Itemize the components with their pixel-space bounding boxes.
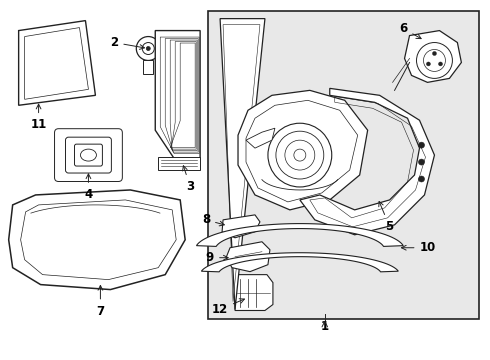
Circle shape (439, 62, 442, 66)
Text: 7: 7 (97, 285, 104, 318)
Polygon shape (196, 224, 403, 246)
Polygon shape (222, 215, 260, 238)
Circle shape (136, 37, 160, 60)
Text: 10: 10 (401, 241, 436, 254)
Text: 9: 9 (206, 251, 228, 264)
Text: 5: 5 (379, 202, 393, 233)
Circle shape (418, 176, 424, 182)
Text: 4: 4 (84, 174, 93, 201)
Text: 3: 3 (183, 166, 194, 193)
Polygon shape (405, 31, 462, 82)
Circle shape (418, 159, 424, 165)
Polygon shape (19, 21, 96, 105)
Circle shape (416, 42, 452, 78)
Polygon shape (143, 60, 153, 75)
Bar (208, 11, 479, 319)
Circle shape (268, 123, 332, 187)
Polygon shape (300, 88, 435, 235)
Text: 2: 2 (110, 36, 145, 49)
Circle shape (426, 62, 430, 66)
Polygon shape (155, 31, 200, 160)
Polygon shape (246, 128, 275, 148)
Text: 12: 12 (212, 299, 245, 316)
Circle shape (433, 51, 437, 55)
Circle shape (418, 142, 424, 148)
Polygon shape (220, 19, 265, 310)
Text: 11: 11 (30, 104, 47, 131)
Text: 8: 8 (202, 213, 224, 226)
Polygon shape (235, 275, 273, 310)
Polygon shape (201, 253, 398, 272)
Polygon shape (9, 190, 185, 289)
Text: 1: 1 (321, 320, 329, 333)
Text: 6: 6 (399, 22, 421, 39)
Polygon shape (226, 242, 270, 272)
Circle shape (147, 46, 150, 50)
Polygon shape (158, 157, 200, 170)
Polygon shape (238, 90, 368, 210)
